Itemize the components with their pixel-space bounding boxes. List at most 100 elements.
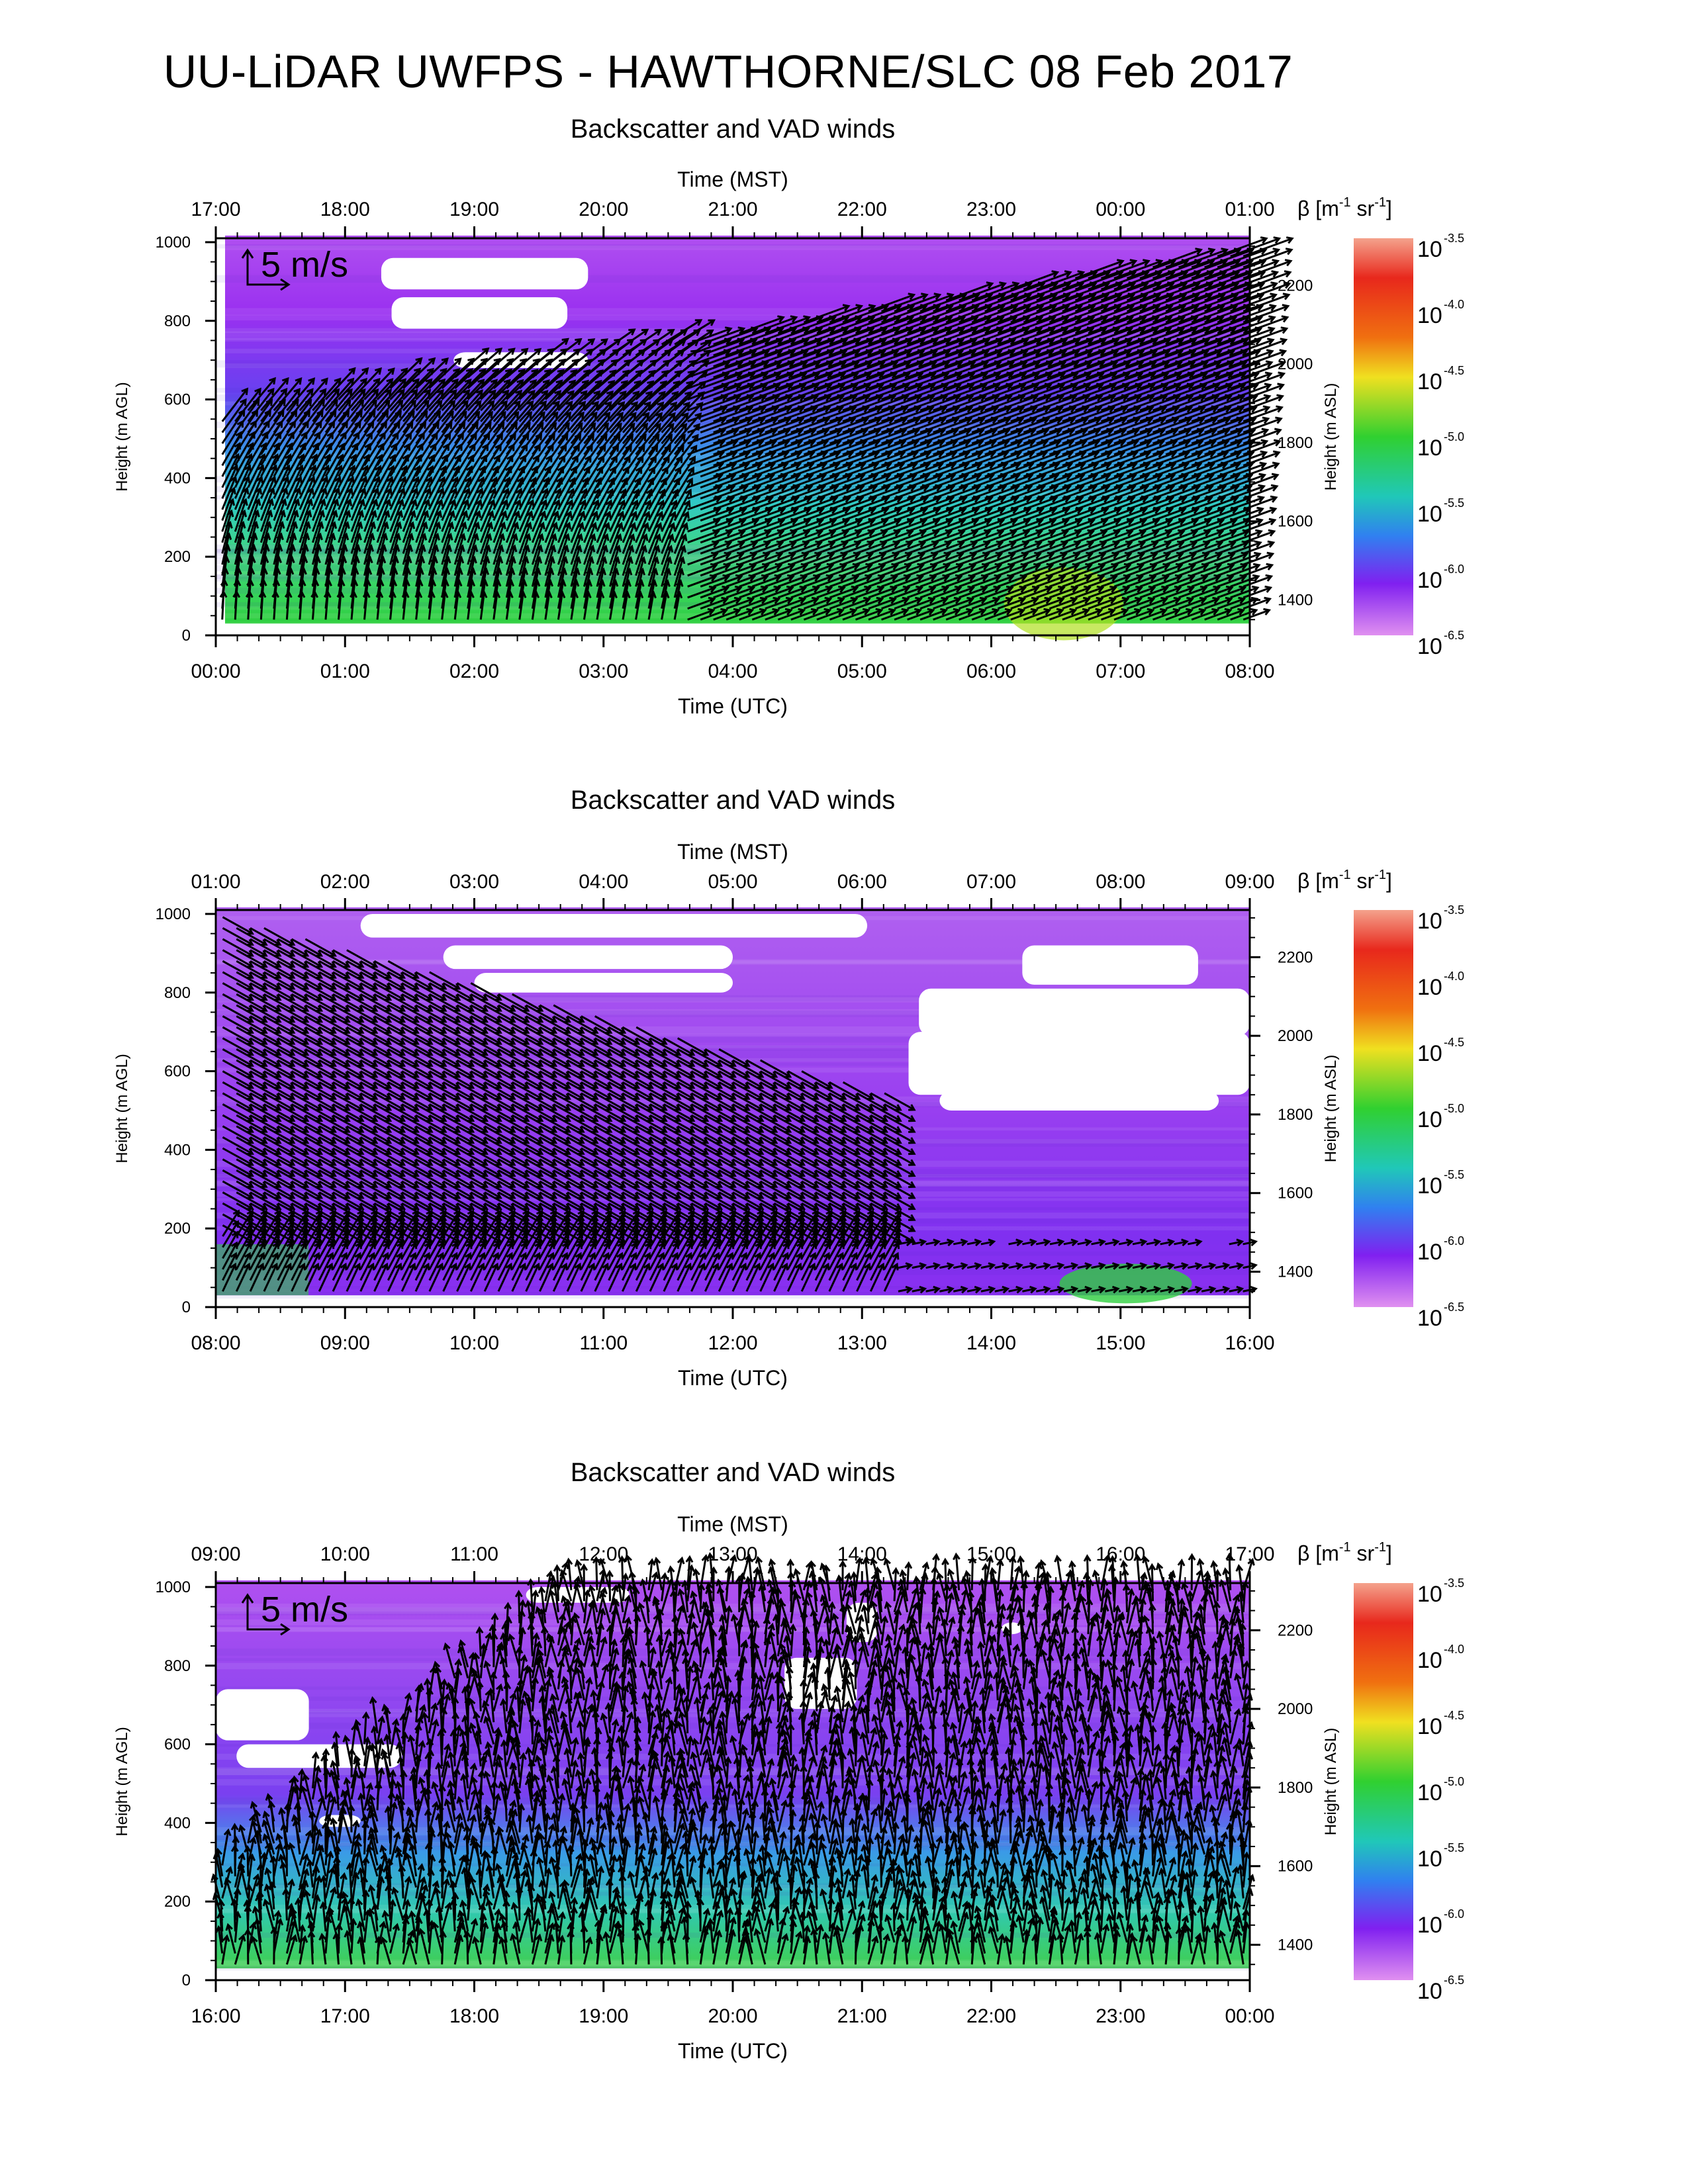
x-tick-label: 13:00 xyxy=(837,1332,887,1354)
colorbar-label: β [m-1 sr-1] xyxy=(1297,195,1392,220)
y-axis-label-right: Height (m ASL) xyxy=(1322,1055,1340,1163)
y-tick-label: 200 xyxy=(164,1220,191,1238)
y-tick-label-right: 1400 xyxy=(1278,1936,1313,1954)
x-tick-label: 22:00 xyxy=(966,2005,1016,2027)
colorbar-tick-exponent: -5.5 xyxy=(1444,1841,1464,1854)
wind-arrows xyxy=(219,236,1294,621)
colorbar-tick-label: 10 xyxy=(1417,369,1442,394)
colorbar-tick-exponent: -6.0 xyxy=(1444,563,1464,576)
colorbar-tick-label: 10 xyxy=(1417,1306,1442,1331)
x-tick-label: 00:00 xyxy=(191,660,240,682)
y-tick-label-right: 1800 xyxy=(1278,1106,1313,1124)
colorbar-tick-exponent: -6.5 xyxy=(1444,629,1464,642)
x-tick-label: 11:00 xyxy=(579,1332,628,1354)
x-tick-label-top: 23:00 xyxy=(966,199,1016,220)
colorbar-tick-exponent: -4.5 xyxy=(1444,1036,1464,1049)
colorbar xyxy=(1354,238,1413,635)
wind-arrows xyxy=(211,1552,1255,1965)
x-tick-label: 00:00 xyxy=(1225,2005,1274,2027)
colorbar-tick-label: 10 xyxy=(1417,634,1442,659)
x-axis-label: Time (UTC) xyxy=(678,2039,788,2063)
x-tick-label-top: 04:00 xyxy=(579,871,628,893)
x-tick-label: 19:00 xyxy=(579,2005,628,2027)
x-tick-label-top: 11:00 xyxy=(450,1543,498,1565)
x-tick-label: 23:00 xyxy=(1096,2005,1145,2027)
y-tick-label: 600 xyxy=(164,391,191,409)
y-tick-label: 600 xyxy=(164,1063,191,1081)
x-tick-label-top: 05:00 xyxy=(708,871,757,893)
y-tick-label: 1000 xyxy=(156,1578,191,1596)
x-tick-label: 08:00 xyxy=(191,1332,240,1354)
x-tick-label-top: 18:00 xyxy=(320,199,370,220)
colorbar-tick-exponent: -4.0 xyxy=(1444,298,1464,311)
x-tick-label: 16:00 xyxy=(191,2005,240,2027)
y-tick-label-right: 1800 xyxy=(1278,434,1313,452)
colorbar-tick-exponent: -5.0 xyxy=(1444,1102,1464,1115)
colorbar-tick-label: 10 xyxy=(1417,1173,1442,1199)
y-tick-label-right: 2200 xyxy=(1278,948,1313,966)
x-tick-label: 07:00 xyxy=(1096,660,1145,682)
colorbar-tick-label: 10 xyxy=(1417,975,1442,1000)
top-axis-label: Time (MST) xyxy=(677,1512,788,1536)
top-axis-label: Time (MST) xyxy=(677,840,788,864)
x-tick-label: 01:00 xyxy=(320,660,370,682)
x-tick-label-top: 16:00 xyxy=(1096,1543,1145,1565)
colorbar-tick-label: 10 xyxy=(1417,435,1442,461)
colorbar-tick-label: 10 xyxy=(1417,568,1442,593)
x-tick-label-top: 06:00 xyxy=(837,871,887,893)
x-tick-label-top: 03:00 xyxy=(449,871,499,893)
colorbar xyxy=(1354,910,1413,1307)
x-tick-label: 09:00 xyxy=(320,1332,370,1354)
no-data-gap xyxy=(474,973,733,993)
top-axis-label: Time (MST) xyxy=(677,167,788,191)
y-axis-label-left: Height (m AGL) xyxy=(113,1054,131,1163)
y-tick-label: 800 xyxy=(164,312,191,330)
y-axis-label-left: Height (m AGL) xyxy=(113,1727,131,1836)
high-backscatter-patch xyxy=(1059,1263,1192,1304)
colorbar-tick-exponent: -3.5 xyxy=(1444,232,1464,245)
scale-arrow-label: 5 m/s xyxy=(261,1590,348,1629)
colorbar-tick-exponent: -3.5 xyxy=(1444,903,1464,917)
y-tick-label-right: 2000 xyxy=(1278,355,1313,373)
x-tick-label-top: 09:00 xyxy=(1225,871,1274,893)
colorbar-tick-exponent: -6.0 xyxy=(1444,1907,1464,1921)
y-tick-label: 800 xyxy=(164,984,191,1002)
colorbar-tick-label: 10 xyxy=(1417,1041,1442,1066)
colorbar-tick-exponent: -6.5 xyxy=(1444,1300,1464,1314)
x-tick-label-top: 02:00 xyxy=(320,871,370,893)
y-tick-label: 200 xyxy=(164,1893,191,1911)
no-data-gap xyxy=(1022,945,1198,985)
x-tick-label-top: 21:00 xyxy=(708,199,757,220)
y-tick-label: 0 xyxy=(182,1298,191,1316)
panel-title: Backscatter and VAD winds xyxy=(571,786,896,815)
x-tick-label-top: 12:00 xyxy=(579,1543,628,1565)
colorbar-tick-label: 10 xyxy=(1417,1979,1442,2004)
x-tick-label-top: 19:00 xyxy=(449,199,499,220)
colorbar-tick-exponent: -4.5 xyxy=(1444,364,1464,377)
y-tick-label: 1000 xyxy=(156,905,191,923)
y-tick-label: 400 xyxy=(164,1141,191,1159)
x-axis-label: Time (UTC) xyxy=(678,694,788,718)
x-tick-label: 12:00 xyxy=(708,1332,757,1354)
colorbar-label: β [m-1 sr-1] xyxy=(1297,1540,1392,1565)
x-tick-label-top: 17:00 xyxy=(1225,1543,1274,1565)
colorbar-tick-label: 10 xyxy=(1417,1780,1442,1805)
y-tick-label-right: 1400 xyxy=(1278,592,1313,610)
x-tick-label-top: 01:00 xyxy=(191,871,240,893)
no-data-gap xyxy=(939,1091,1219,1111)
x-tick-label-top: 17:00 xyxy=(191,199,240,220)
no-data-gap xyxy=(391,297,568,329)
y-tick-label: 400 xyxy=(164,1814,191,1832)
y-tick-label-right: 1400 xyxy=(1278,1263,1313,1281)
y-tick-label: 800 xyxy=(164,1657,191,1675)
colorbar-tick-exponent: -3.5 xyxy=(1444,1576,1464,1590)
colorbar-tick-label: 10 xyxy=(1417,502,1442,527)
no-data-gap xyxy=(919,988,1250,1036)
chart-panel-3: Backscatter and VAD winds Time (MST) 5 m/s… xyxy=(113,1458,1464,2063)
y-tick-label-right: 1600 xyxy=(1278,1185,1313,1203)
x-tick-label-top: 10:00 xyxy=(320,1543,370,1565)
y-tick-label-right: 2000 xyxy=(1278,1027,1313,1045)
x-tick-label: 16:00 xyxy=(1225,1332,1274,1354)
scale-arrow-label: 5 m/s xyxy=(261,245,348,285)
x-tick-label-top: 00:00 xyxy=(1096,199,1145,220)
